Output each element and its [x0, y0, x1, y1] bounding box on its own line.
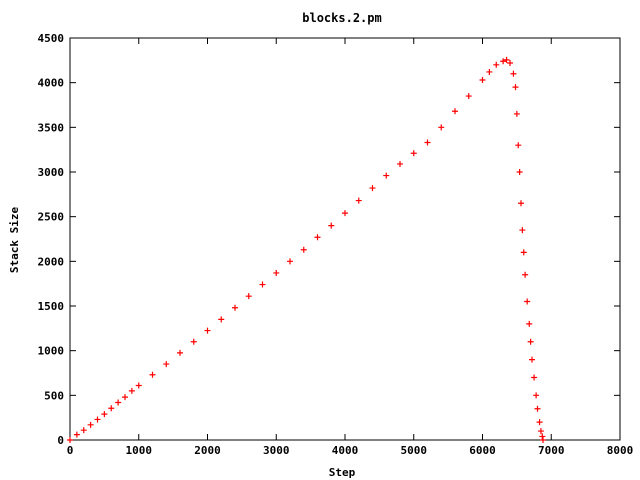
data-point — [67, 437, 73, 443]
chart-title: blocks.2.pm — [302, 11, 381, 25]
y-tick-label: 4000 — [38, 77, 65, 90]
data-point — [522, 271, 529, 278]
data-point — [287, 258, 293, 265]
data-point — [190, 338, 197, 345]
data-point — [452, 108, 458, 115]
data-point — [465, 93, 472, 100]
x-tick-label: 7000 — [538, 444, 565, 457]
data-point — [503, 56, 510, 63]
data-point — [122, 394, 128, 401]
data-point — [128, 387, 135, 394]
data-point — [516, 169, 523, 175]
data-point — [540, 437, 546, 443]
y-tick-label: 3000 — [38, 166, 65, 179]
data-point — [479, 76, 486, 83]
data-point — [135, 382, 142, 389]
x-tick-label: 8000 — [607, 444, 634, 457]
data-point — [527, 338, 534, 345]
plot-frame — [69, 37, 621, 441]
data-point — [177, 349, 183, 356]
data-point — [526, 320, 533, 327]
data-point — [539, 433, 546, 440]
data-point — [519, 227, 526, 234]
data-point — [536, 419, 543, 426]
data-point — [163, 361, 170, 368]
data-point — [537, 428, 544, 435]
data-point — [232, 304, 238, 311]
data-point — [524, 298, 531, 305]
data-point — [500, 58, 507, 65]
data-point — [493, 61, 500, 68]
y-tick-label: 2500 — [38, 211, 65, 224]
y-tick-label: 500 — [44, 389, 64, 402]
x-tick-label: 2000 — [194, 444, 221, 457]
data-point — [259, 281, 266, 288]
data-point — [300, 246, 307, 253]
data-point — [518, 200, 524, 207]
data-point — [314, 234, 321, 241]
axis-tick-labels: 0 1000 2000 3000 4000 5000 6000 7000 8000 0 500 100… — [38, 32, 634, 457]
data-point — [204, 327, 211, 334]
data-point — [342, 210, 348, 217]
y-tick-label: 2000 — [38, 255, 65, 268]
data-point — [87, 421, 94, 428]
data-point — [115, 399, 122, 406]
y-tick-label: 1500 — [38, 300, 65, 313]
data-point — [513, 110, 520, 117]
x-tick-label: 3000 — [263, 444, 290, 457]
data-point — [328, 222, 335, 229]
data-point — [73, 431, 80, 438]
y-tick-label: 4500 — [38, 32, 65, 45]
x-tick-label: 5000 — [401, 444, 428, 457]
data-point — [529, 356, 535, 363]
data-point — [383, 172, 390, 179]
data-point — [101, 411, 108, 418]
x-axis-label: Step — [329, 466, 356, 479]
data-point — [397, 160, 403, 167]
y-tick-label: 0 — [57, 434, 64, 447]
x-tick-label: 6000 — [469, 444, 496, 457]
y-tick-label: 1000 — [38, 345, 65, 358]
y-axis-label: Stack Size — [8, 207, 21, 274]
data-point — [520, 249, 527, 256]
x-tick-label: 4000 — [332, 444, 359, 457]
data-point — [507, 60, 513, 67]
data-point — [273, 269, 280, 276]
data-point — [355, 197, 362, 204]
data-point — [531, 374, 538, 381]
x-tick-label: 0 — [67, 444, 74, 457]
data-point — [424, 139, 431, 146]
data-point — [534, 405, 541, 412]
y-tick-label: 3500 — [38, 121, 65, 134]
axis-ticks — [69, 37, 621, 441]
data-point — [410, 150, 417, 157]
data-point — [149, 371, 156, 378]
data-point — [218, 316, 225, 323]
data-point — [486, 68, 493, 75]
data-point — [533, 392, 540, 399]
data-point — [512, 84, 519, 91]
data-point — [515, 142, 522, 149]
data-point — [94, 416, 101, 423]
data-point — [510, 70, 517, 77]
data-point — [369, 185, 376, 192]
data-point — [245, 293, 252, 300]
data-point — [80, 427, 87, 434]
data-points — [67, 56, 546, 443]
x-tick-label: 1000 — [126, 444, 153, 457]
data-point — [438, 124, 445, 131]
data-point — [108, 405, 115, 412]
